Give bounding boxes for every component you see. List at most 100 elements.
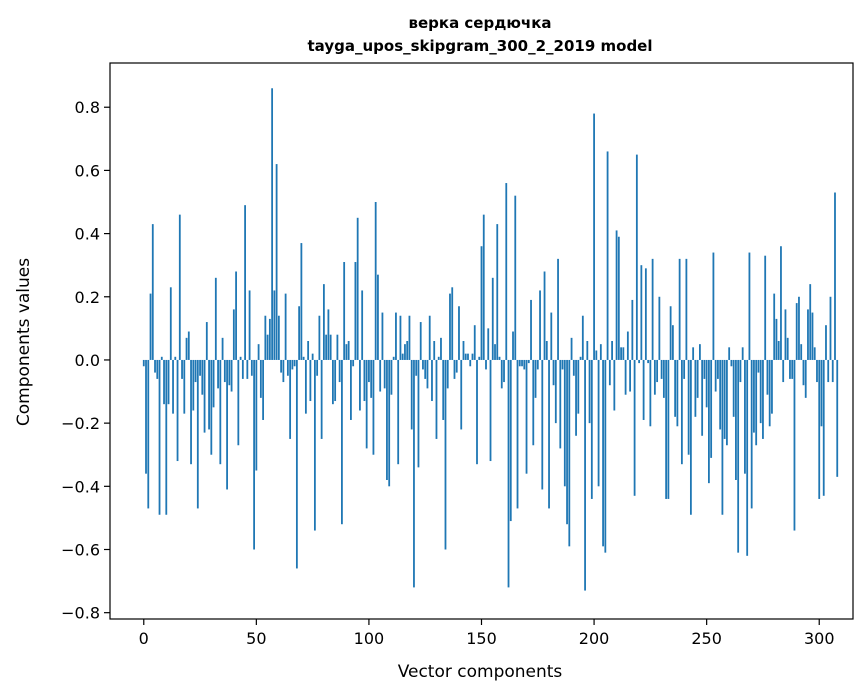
bar [257,344,260,360]
bar [599,344,602,360]
bar [160,356,163,360]
bar [232,309,235,360]
bar [223,359,226,383]
bar [570,337,573,360]
bar [149,293,152,360]
bar [834,192,836,360]
bar [446,359,449,389]
bar [332,359,334,405]
bar [579,356,582,360]
bar [712,252,715,360]
bar [518,359,521,367]
bar [566,359,568,525]
bar [449,293,451,360]
bar [248,290,251,360]
bar [336,334,339,360]
bar [201,359,204,395]
bar [509,359,512,522]
bar [318,315,321,360]
bar [212,359,215,408]
bar [377,274,379,360]
x-tick-label: 300 [804,629,835,648]
bar [829,296,832,360]
y-tick-label: 0.6 [75,161,100,180]
bar [552,359,555,386]
bar [401,353,404,360]
chart-subtitle: tayga_upos_skipgram_300_2_2019 model [308,37,653,55]
bar [187,331,190,360]
bar [327,309,330,360]
bar [514,195,517,360]
bar [322,284,325,360]
bar [250,359,253,376]
bar [572,359,575,376]
bar [293,359,296,367]
bar [417,359,420,468]
bar [489,359,492,462]
bar [500,359,503,389]
bar [183,359,186,414]
bar [597,359,600,487]
bar [372,359,375,455]
bar [530,299,532,360]
bar [548,359,550,509]
bar [726,359,728,446]
x-tick-label: 250 [691,629,722,648]
bar [818,359,821,499]
bar [404,344,406,360]
bar [753,359,755,433]
bar [298,306,301,360]
bar [696,359,699,398]
bar [226,359,228,490]
x-tick-label: 100 [354,629,385,648]
bar [512,331,514,360]
bar [167,359,170,405]
bar [825,325,827,360]
bar [541,359,544,490]
bar [689,359,692,515]
bar [584,359,586,591]
bar [644,268,647,360]
bar [266,334,269,360]
bar [374,202,377,360]
bar [581,315,584,360]
bar [642,359,645,420]
bar [363,359,366,402]
bar [386,359,388,480]
bar [424,359,427,379]
bar [820,359,823,427]
bar [831,359,834,383]
bar [656,359,659,383]
bar [653,359,656,395]
bar [214,277,217,360]
bar [527,359,530,364]
bar [359,359,361,411]
bar [221,337,224,360]
bar [791,359,794,379]
bar [255,359,258,471]
bar [532,359,535,446]
bar [253,359,255,550]
bar [608,359,611,386]
bar [516,359,519,509]
bar [708,359,710,484]
bar [807,309,809,360]
bar [800,344,803,360]
bar [762,359,764,439]
bar [602,359,604,547]
bar [766,359,769,395]
bar [273,290,276,360]
bars-group [142,88,839,591]
bar [755,359,758,446]
bar [482,214,485,360]
bar [496,224,499,360]
bar [575,359,577,436]
bar [674,359,677,417]
bar [295,359,298,569]
bar [640,265,643,360]
bar [437,356,440,360]
bar [638,359,641,364]
bar [392,356,395,360]
bar [780,246,782,360]
bar [415,359,418,376]
